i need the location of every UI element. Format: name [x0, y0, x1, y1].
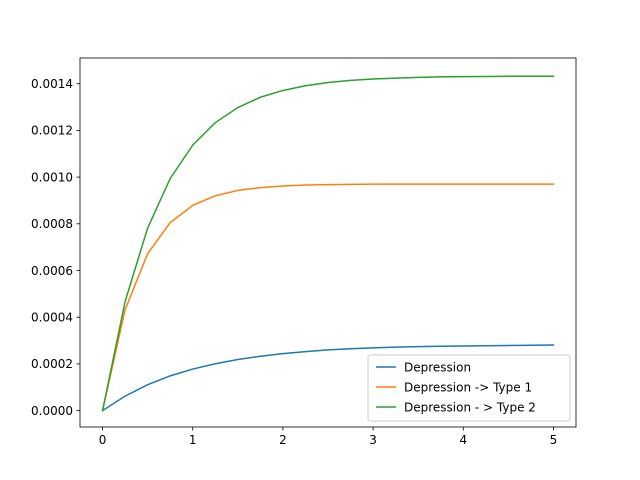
x-axis: 0 1 2 3 4 5	[99, 427, 558, 447]
y-tick-label: 0.0008	[31, 217, 73, 231]
legend-label: Depression - > Type 2	[404, 400, 536, 414]
x-tick-label: 3	[369, 433, 377, 447]
y-axis: 0.0000 0.0002 0.0004 0.0006 0.0008 0.0010 0.00…	[31, 77, 80, 418]
x-tick-label: 0	[99, 433, 107, 447]
legend: Depression Depression -> Type 1 Depression…	[367, 354, 571, 422]
legend-label: Depression -> Type 1	[404, 380, 532, 394]
y-tick-label: 0.0010	[31, 170, 73, 184]
legend-box	[367, 354, 571, 422]
legend-label: Depression	[404, 360, 471, 374]
y-tick-label: 0.0012	[31, 124, 73, 138]
y-tick-label: 0.0006	[31, 264, 73, 278]
x-tick-label: 1	[189, 433, 197, 447]
series-line-1	[101, 344, 555, 412]
y-tick-label: 0.0000	[31, 404, 73, 418]
x-tick-label: 5	[550, 433, 558, 447]
x-tick-label: 4	[459, 433, 467, 447]
plot-lines	[101, 75, 555, 412]
x-tick-label: 2	[279, 433, 287, 447]
plot-area-frame	[79, 57, 577, 428]
y-tick-label: 0.0004	[31, 311, 73, 325]
y-tick-label: 0.0014	[31, 77, 73, 91]
y-tick-label: 0.0002	[31, 357, 73, 371]
series-line-2	[101, 183, 555, 412]
series-line-3	[101, 75, 555, 412]
